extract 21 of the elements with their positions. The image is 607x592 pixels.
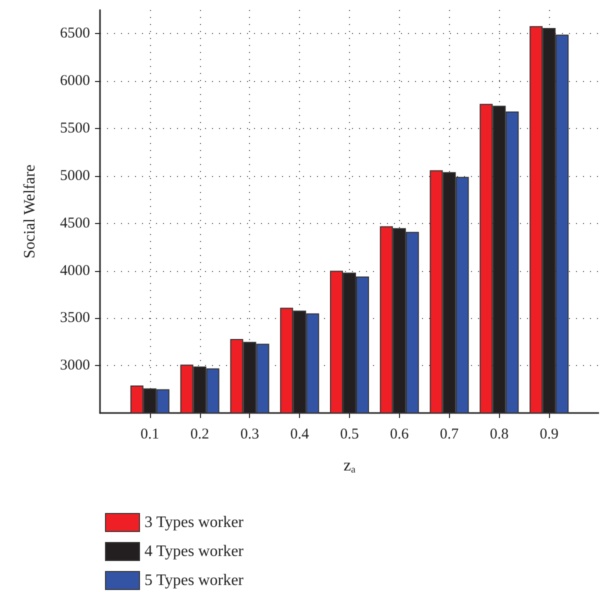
- legend-label: 3 Types worker: [144, 514, 244, 531]
- x-tick-label: 0.2: [190, 426, 210, 442]
- y-tick-label: 3000: [60, 358, 90, 374]
- x-tick-label: 0.7: [440, 426, 460, 442]
- legend-label: 5 Types worker: [144, 572, 244, 589]
- y-tick-label: 6500: [60, 26, 90, 42]
- legend-label: 4 Types worker: [144, 543, 244, 560]
- x-tick-label: 0.3: [240, 426, 260, 442]
- y-tick-label: 5000: [60, 168, 90, 184]
- y-axis-title: Social Welfare: [22, 164, 38, 258]
- y-tick-label: 6000: [60, 73, 90, 90]
- x-tick-label: 0.6: [390, 426, 410, 442]
- y-tick-label: 3500: [60, 310, 90, 326]
- y-tick-label: 4000: [60, 262, 90, 279]
- x-tick-label: 0.8: [490, 426, 509, 442]
- x-tick-label: 0.5: [340, 426, 359, 442]
- y-tick-label: 5500: [60, 120, 90, 137]
- x-tick-label: 0.1: [140, 426, 160, 442]
- x-tick-label: 0.4: [290, 426, 310, 442]
- y-tick-label: 4500: [60, 215, 90, 232]
- x-tick-label: 0.9: [540, 426, 558, 442]
